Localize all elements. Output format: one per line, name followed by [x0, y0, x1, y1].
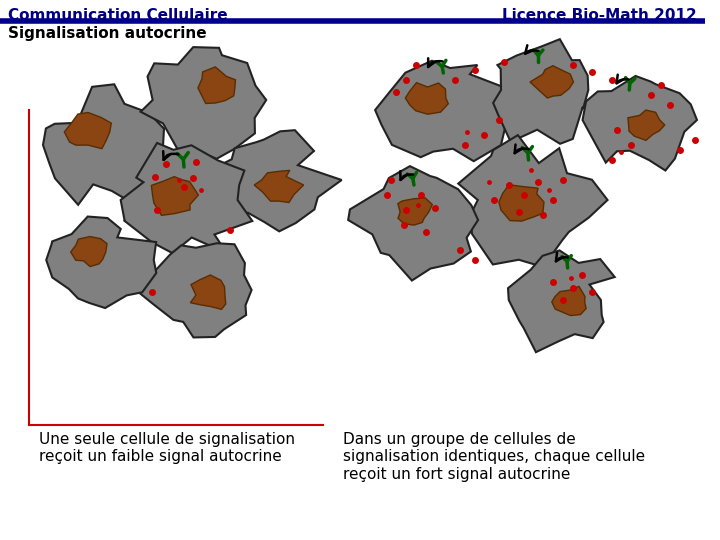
Text: Signalisation autocrine: Signalisation autocrine [8, 26, 207, 41]
Polygon shape [198, 67, 235, 104]
Polygon shape [398, 198, 432, 225]
Polygon shape [140, 47, 266, 159]
Text: Dans un groupe de cellules de
signalisation identiques, chaque cellule
reçoit un: Dans un groupe de cellules de signalisat… [343, 432, 644, 482]
Polygon shape [552, 286, 586, 315]
Text: Licence Bio-Math 2012: Licence Bio-Math 2012 [502, 8, 697, 23]
Polygon shape [71, 237, 107, 267]
Text: Communication Cellulaire: Communication Cellulaire [8, 8, 228, 23]
Polygon shape [136, 243, 251, 338]
Polygon shape [46, 217, 156, 308]
Polygon shape [151, 177, 199, 215]
Polygon shape [530, 66, 573, 98]
Polygon shape [493, 39, 588, 144]
Polygon shape [348, 166, 478, 281]
Polygon shape [499, 185, 544, 221]
Polygon shape [508, 251, 615, 352]
Polygon shape [628, 110, 665, 140]
Polygon shape [405, 83, 449, 114]
Polygon shape [254, 170, 304, 202]
Polygon shape [121, 143, 252, 253]
Polygon shape [582, 76, 697, 171]
Polygon shape [64, 112, 112, 148]
Polygon shape [459, 135, 608, 267]
Polygon shape [43, 84, 164, 205]
Polygon shape [375, 60, 508, 161]
Polygon shape [191, 130, 342, 231]
Polygon shape [190, 275, 225, 309]
Text: Une seule cellule de signalisation
reçoit un faible signal autocrine: Une seule cellule de signalisation reçoi… [39, 432, 295, 464]
